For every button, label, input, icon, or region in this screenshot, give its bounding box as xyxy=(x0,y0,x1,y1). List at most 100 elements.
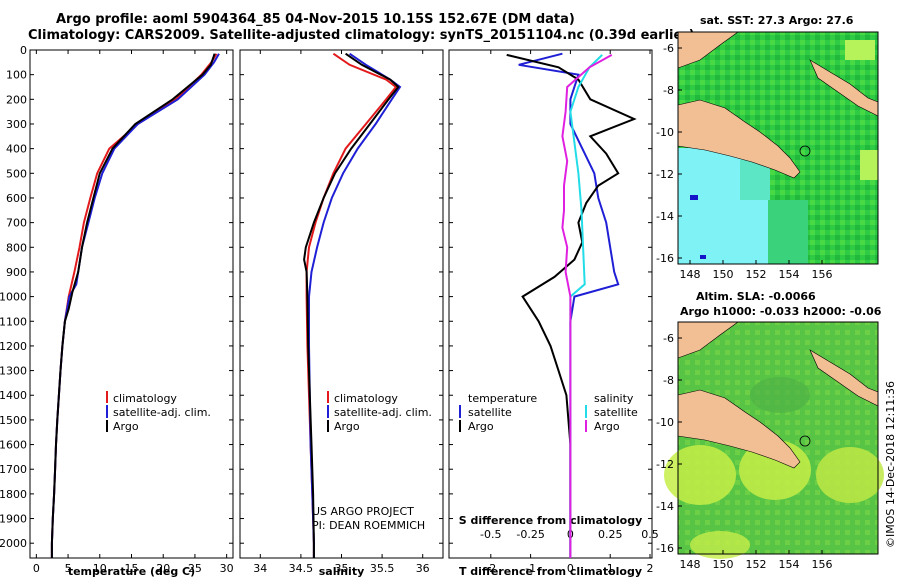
credit-line-1: US ARGO PROJECT xyxy=(312,505,414,518)
series-line-salinity-argo xyxy=(561,54,613,558)
map-y-tick-label: -16 xyxy=(656,542,674,555)
legend-argo: Argo xyxy=(113,420,139,433)
argo-location-marker xyxy=(799,145,811,157)
series-line-temperature-satellite xyxy=(518,52,620,558)
salinity-panel-frame xyxy=(239,49,444,559)
legend-salinity-title: salinity xyxy=(594,392,634,405)
x2-tick-label: 0.25 xyxy=(598,528,623,541)
depth-tick-label: 400 xyxy=(6,143,27,156)
map-bottom-title-2: Argo h1000: -0.033 h2000: -0.06 xyxy=(680,305,882,318)
title-line-2: Climatology: CARS2009. Satellite-adjuste… xyxy=(28,28,695,43)
map-bottom xyxy=(664,321,884,559)
map-top-title: sat. SST: 27.3 Argo: 27.6 xyxy=(700,14,854,27)
map-x-tick-label: 156 xyxy=(812,558,833,571)
map-y-tick-label: -14 xyxy=(656,500,674,513)
argo-location-marker xyxy=(799,435,811,447)
map-x-tick-label: 150 xyxy=(713,268,734,281)
map-top-axes: -6 -8 -10 -12 -14 -16 148 150 152 154 156 xyxy=(656,42,832,281)
x-tick-label: 20 xyxy=(156,562,170,575)
depth-tick-label: 1700 xyxy=(0,463,27,476)
depth-tick-label: 1000 xyxy=(0,291,27,304)
x-tick-label: 10 xyxy=(93,562,107,575)
x-tick-label: 5 xyxy=(65,562,72,575)
imos-timestamp: ©IMOS 14-Dec-2018 12:11:36 xyxy=(884,381,897,548)
series-line-temperature-argo xyxy=(506,53,637,558)
series-line-argo xyxy=(50,53,216,558)
map-y-tick-label: -10 xyxy=(656,126,674,139)
temperature-legend: climatology satellite-adj. clim. Argo xyxy=(106,391,211,433)
series-line-satellite-adj-clim- xyxy=(308,52,402,558)
x-axis-label: T difference from climatology xyxy=(459,565,642,578)
map-x-tick-label: 148 xyxy=(680,268,701,281)
temperature-profile: 0 5 10 15 20 25 30 temperature (deg C) xyxy=(30,49,234,578)
depth-tick-label: 1200 xyxy=(0,340,27,353)
map-y-tick-label: -10 xyxy=(656,416,674,429)
x-axis-label: temperature (deg C) xyxy=(68,565,195,578)
title-line-1: Argo profile: aoml 5904364_85 04-Nov-201… xyxy=(56,12,575,27)
map-x-tick-label: 154 xyxy=(779,268,800,281)
salinity-profile: 34 34.5 35 35.5 36 salinity xyxy=(240,49,443,578)
map-y-tick-label: -8 xyxy=(663,374,674,387)
x-tick-label: 25 xyxy=(188,562,202,575)
depth-tick-label: 1400 xyxy=(0,389,27,402)
legend-t-argo: Argo xyxy=(468,420,494,433)
legend-climatology: climatology xyxy=(334,392,398,405)
map-y-tick-label: -14 xyxy=(656,210,674,223)
depth-tick-label: 500 xyxy=(6,167,27,180)
x-tick-label: 1 xyxy=(607,562,614,575)
x2-tick-label: -0.25 xyxy=(516,528,544,541)
x-tick-label: 35.5 xyxy=(370,562,395,575)
map-y-tick-label: -12 xyxy=(656,458,674,471)
difference-panel-frame xyxy=(448,49,653,559)
x-tick-label: 15 xyxy=(125,562,139,575)
legend-s-argo: Argo xyxy=(594,420,620,433)
map-top xyxy=(677,31,879,265)
x2-axis-label: S difference from climatology xyxy=(459,514,643,527)
map-top-land xyxy=(677,99,801,179)
salinity-legend: climatology satellite-adj. clim. Argo xyxy=(327,391,432,433)
depth-tick-label: 1600 xyxy=(0,439,27,452)
difference-profile: -2 -1 0 1 2 T difference from climatology S di… xyxy=(449,49,659,578)
series-line-satellite-adj-clim- xyxy=(50,53,220,558)
map-x-tick-label: 152 xyxy=(746,558,767,571)
x-tick-label: 0 xyxy=(33,562,40,575)
legend-s-satellite: satellite xyxy=(594,406,638,419)
map-x-tick-label: 150 xyxy=(713,558,734,571)
difference-legend: temperature satellite Argo salinity sate… xyxy=(459,392,638,433)
depth-tick-label: 1300 xyxy=(0,365,27,378)
map-x-tick-label: 154 xyxy=(779,558,800,571)
map-bottom-land xyxy=(677,389,801,469)
x-tick-label: -1 xyxy=(525,562,536,575)
x-tick-label: 34.5 xyxy=(289,562,314,575)
depth-tick-label: 300 xyxy=(6,118,27,131)
depth-tick-label: 1800 xyxy=(0,488,27,501)
map-y-tick-label: -8 xyxy=(663,84,674,97)
x-axis-label: salinity xyxy=(319,565,365,578)
map-x-tick-label: 156 xyxy=(812,268,833,281)
series-line-salinity-satellite xyxy=(569,54,603,558)
map-x-tick-label: 152 xyxy=(746,268,767,281)
credit-line-2: PI: DEAN ROEMMICH xyxy=(312,519,425,532)
legend-argo: Argo xyxy=(334,420,360,433)
legend-t-satellite: satellite xyxy=(468,406,512,419)
x2-tick-label: 0.5 xyxy=(641,528,659,541)
depth-tick-label: 100 xyxy=(6,69,27,82)
legend-climatology: climatology xyxy=(113,392,177,405)
series-line-argo xyxy=(303,52,400,558)
x-tick-label: 2 xyxy=(647,562,654,575)
x-tick-label: 36 xyxy=(416,562,430,575)
series-line-climatology xyxy=(50,53,218,558)
x-tick-label: 35 xyxy=(335,562,349,575)
x-tick-label: -2 xyxy=(485,562,496,575)
map-y-tick-label: -12 xyxy=(656,168,674,181)
map-y-tick-label: -6 xyxy=(663,332,674,345)
depth-tick-label: 200 xyxy=(6,93,27,106)
x-tick-label: 0 xyxy=(567,562,574,575)
map-y-tick-label: -6 xyxy=(663,42,674,55)
map-x-tick-label: 148 xyxy=(680,558,701,571)
legend-temperature-title: temperature xyxy=(468,392,537,405)
depth-tick-label: 600 xyxy=(6,192,27,205)
map-bottom-title-1: Altim. SLA: -0.0066 xyxy=(696,290,816,303)
depth-tick-label: 2000 xyxy=(0,537,27,550)
